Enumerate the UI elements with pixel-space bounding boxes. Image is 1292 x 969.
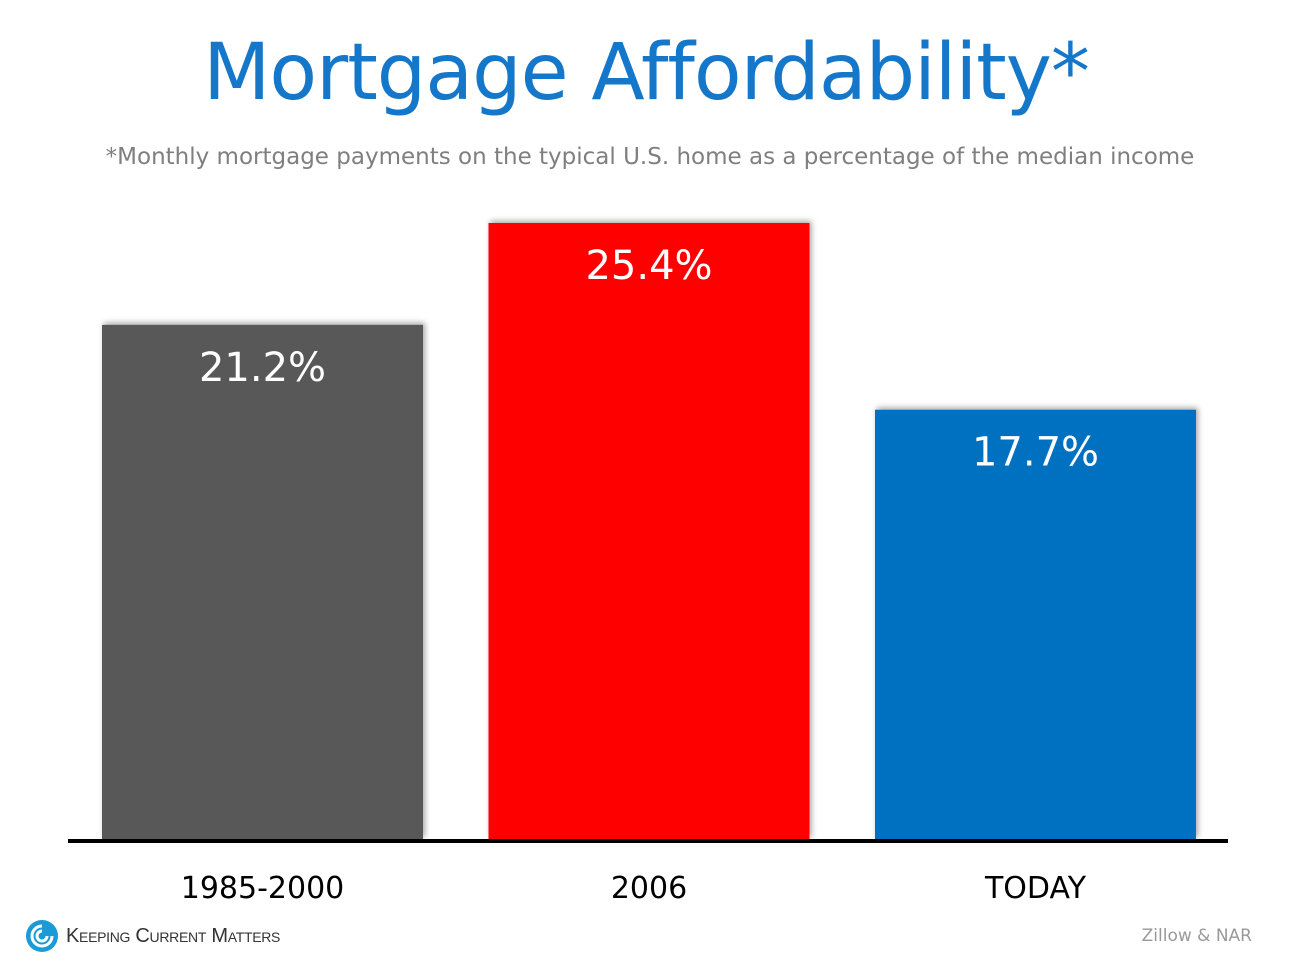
data-label: 25.4%: [585, 243, 712, 289]
bar-1985-2000: [102, 324, 423, 839]
chart-title: Mortgage Affordability*: [203, 28, 1090, 118]
swirl-logo-icon: [26, 920, 58, 952]
logo: Keeping Current Matters: [24, 918, 280, 954]
chart-subtitle: *Monthly mortgage payments on the typica…: [105, 144, 1195, 170]
data-label: 17.7%: [972, 430, 1099, 476]
logo-text: Keeping Current Matters: [66, 924, 281, 947]
category-label: TODAY: [984, 871, 1087, 906]
source-note: Zillow & NAR: [1141, 926, 1252, 946]
bar-today: [875, 409, 1196, 839]
category-label: 2006: [611, 871, 687, 906]
category-label: 1985-2000: [181, 871, 345, 906]
bar-2006: [488, 223, 810, 839]
data-label: 21.2%: [199, 345, 326, 391]
